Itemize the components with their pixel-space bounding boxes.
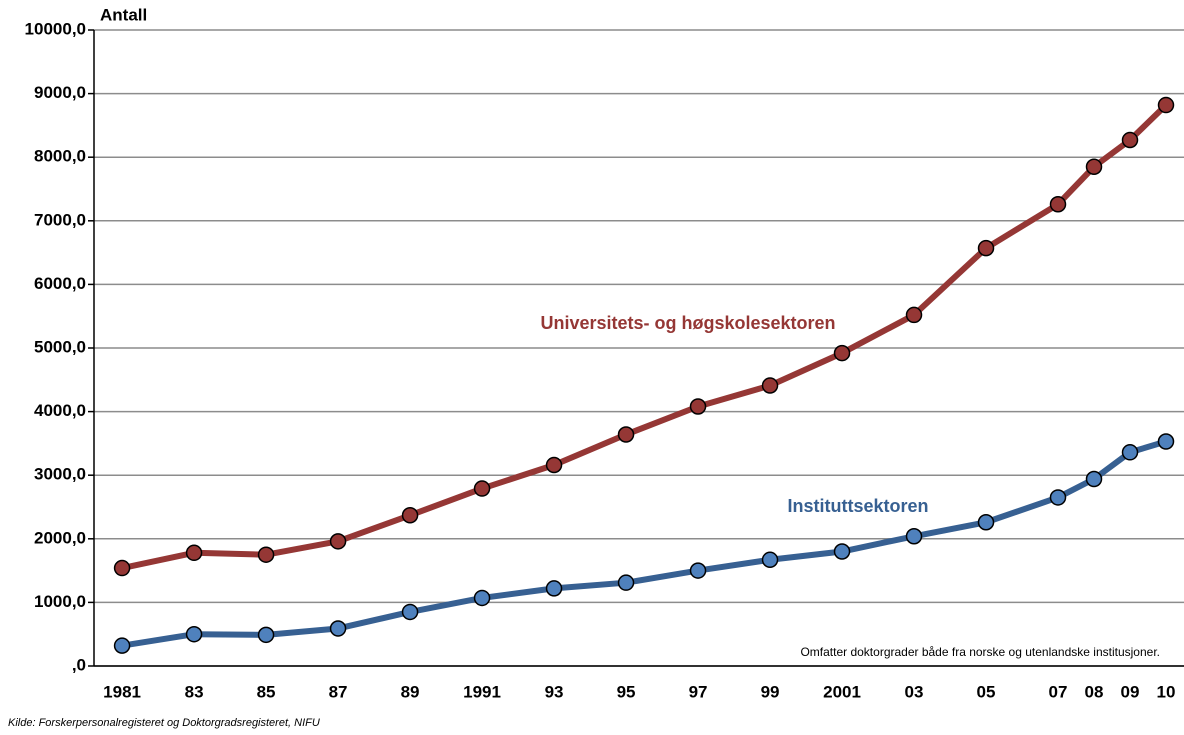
point-marker — [1157, 433, 1175, 450]
point-marker — [329, 533, 347, 550]
point-marker — [761, 377, 779, 394]
x-tick-label: 85 — [257, 682, 276, 701]
y-tick-label: 9000,0 — [34, 83, 86, 102]
point-marker — [977, 514, 995, 531]
point-marker — [1085, 470, 1103, 488]
point-marker — [1085, 158, 1103, 175]
y-tick-label: 6000,0 — [34, 274, 86, 293]
series-line — [121, 438, 1167, 649]
series-label: Universitets- og høgskolesektoren — [540, 313, 835, 333]
point-marker — [1121, 131, 1139, 149]
source: Kilde: Forskerpersonalregisteret og Dokt… — [8, 717, 320, 729]
y-tick-label: 4000,0 — [34, 401, 86, 420]
point-marker — [761, 551, 779, 569]
x-tick-label: 87 — [329, 682, 348, 701]
x-tick-label: 08 — [1085, 682, 1104, 701]
x-tick-label: 99 — [761, 682, 780, 701]
y-tick-label: 8000,0 — [34, 147, 86, 166]
point-marker — [185, 544, 203, 562]
point-marker — [401, 507, 419, 524]
point-marker — [833, 344, 851, 362]
point-marker — [905, 528, 923, 545]
point-marker — [257, 546, 275, 563]
x-tick-label: 07 — [1049, 682, 1068, 701]
point-marker — [1049, 489, 1067, 506]
point-marker — [833, 543, 851, 560]
x-tick-label: 05 — [977, 682, 996, 701]
point-marker — [977, 239, 995, 257]
point-marker — [905, 306, 923, 324]
x-tick-label: 1981 — [103, 682, 141, 701]
series-line — [121, 102, 1169, 571]
point-marker — [1157, 96, 1175, 114]
y-tick-label: 1000,0 — [34, 592, 86, 611]
point-marker — [689, 398, 707, 415]
x-tick-label: 2001 — [823, 682, 861, 701]
point-marker — [1121, 444, 1139, 461]
point-marker — [473, 589, 491, 607]
point-marker — [473, 480, 491, 497]
point-marker — [113, 559, 131, 577]
point-marker — [1049, 196, 1067, 213]
y-tick-label: 10000,0 — [25, 19, 86, 38]
point-marker — [617, 574, 635, 591]
x-tick-label: 83 — [185, 682, 204, 701]
x-tick-label: 09 — [1121, 682, 1140, 701]
point-marker — [257, 626, 275, 644]
point-marker — [329, 620, 347, 637]
point-marker — [113, 637, 131, 654]
point-marker — [617, 426, 635, 443]
x-tick-label: 97 — [689, 682, 708, 701]
y-tick-label: 7000,0 — [34, 210, 86, 229]
annotation: Omfatter doktorgrader både fra norske og… — [800, 645, 1160, 659]
x-tick-label: 95 — [617, 682, 636, 701]
y-tick-label: 2000,0 — [34, 528, 86, 547]
x-tick-label: 1991 — [463, 682, 501, 701]
point-marker — [401, 603, 419, 621]
y-tick-label: ,0 — [72, 655, 86, 674]
y-tick-label: 3000,0 — [34, 465, 86, 484]
point-marker — [185, 625, 203, 643]
y-tick-label: 5000,0 — [34, 337, 86, 356]
x-tick-label: 03 — [905, 682, 924, 701]
x-tick-label: 93 — [545, 682, 564, 701]
x-tick-label: 10 — [1157, 682, 1176, 701]
point-marker — [689, 562, 707, 579]
x-tick-label: 89 — [401, 682, 420, 701]
point-marker — [545, 456, 563, 474]
point-marker — [545, 580, 563, 597]
series-label: Instituttsektoren — [787, 496, 928, 516]
y-axis-label: Antall — [100, 5, 147, 24]
